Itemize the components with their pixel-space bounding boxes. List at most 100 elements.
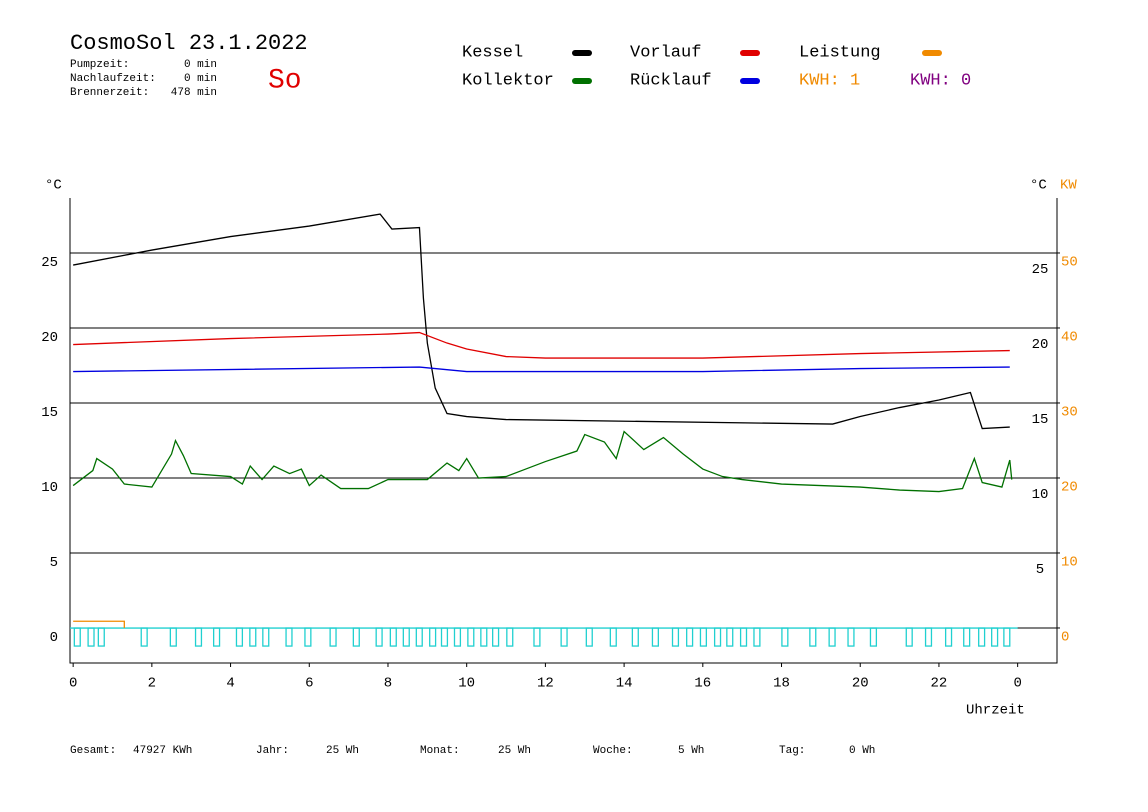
x-tick-label: 16 xyxy=(694,676,711,692)
stat-label: Brennerzeit: xyxy=(70,87,149,99)
pump-pulse xyxy=(699,627,708,647)
title: CosmoSol 23.1.2022 xyxy=(70,31,308,56)
y2-tick-label: 30 xyxy=(1061,405,1078,421)
pump-pulse xyxy=(492,627,500,647)
pump-pulse xyxy=(235,627,244,647)
kwh-label: KWH: 1 xyxy=(799,71,860,90)
pump-pulse xyxy=(671,627,680,647)
pump-pulse xyxy=(560,627,568,647)
pump-pulse xyxy=(440,627,449,647)
pump-pulse xyxy=(249,627,257,647)
pump-pulse xyxy=(304,627,312,647)
legend-label: Kollektor xyxy=(462,71,554,90)
pump-pulse xyxy=(978,627,986,647)
footer-value: 47927 KWh xyxy=(133,745,192,757)
pump-pulse xyxy=(352,627,360,647)
pump-pulse xyxy=(169,627,177,647)
pump-pulse xyxy=(533,627,541,647)
footer-label: Jahr: xyxy=(256,745,289,757)
series-line xyxy=(73,620,125,628)
y-tick-label-right: 20 xyxy=(1032,337,1049,353)
y-tick-label-right: 15 xyxy=(1032,412,1049,428)
x-tick-label: 12 xyxy=(537,676,554,692)
legend-label: Vorlauf xyxy=(630,43,701,62)
footer-value: 5 Wh xyxy=(678,745,704,757)
x-tick-label: 0 xyxy=(1013,676,1021,692)
y-tick-label-right: 5 xyxy=(1036,562,1044,578)
y-tick-label: 25 xyxy=(41,255,58,271)
stat-value: 0 min xyxy=(184,73,217,85)
footer-value: 25 Wh xyxy=(498,745,531,757)
stat-value: 0 min xyxy=(184,59,217,71)
footer-value: 0 Wh xyxy=(849,745,875,757)
x-tick-label: 8 xyxy=(384,676,392,692)
y-tick-label: 15 xyxy=(41,405,58,421)
footer-label: Woche: xyxy=(593,745,633,757)
pump-pulse xyxy=(375,627,383,647)
legend-label: Kessel xyxy=(462,43,523,62)
y2-axis-label: KW xyxy=(1060,178,1077,194)
footer-value: 25 Wh xyxy=(326,745,359,757)
kwh-label: KWH: 0 xyxy=(910,71,971,90)
pump-pulse xyxy=(869,627,878,647)
x-tick-label: 20 xyxy=(852,676,869,692)
y-axis-label: °C xyxy=(45,178,62,194)
footer-label: Monat: xyxy=(420,745,460,757)
footer-label: Tag: xyxy=(779,745,805,757)
pump-pulse xyxy=(467,627,475,647)
pump-pulse xyxy=(781,627,789,647)
pump-pulse xyxy=(651,627,659,647)
pump-pulse xyxy=(991,627,999,647)
x-tick-label: 0 xyxy=(69,676,77,692)
x-tick-label: 10 xyxy=(458,676,475,692)
legend-label: Leistung xyxy=(799,43,881,62)
pump-pulse xyxy=(609,627,617,647)
pump-pulse xyxy=(73,627,81,647)
series-line xyxy=(73,213,1010,430)
series-line xyxy=(73,331,1010,359)
pump-pulse xyxy=(905,627,913,647)
pump-pulse xyxy=(453,627,462,647)
pump-pulse xyxy=(631,627,639,647)
x-tick-label: 6 xyxy=(305,676,313,692)
pump-pulse xyxy=(97,627,105,647)
y-axis-label-right: °C xyxy=(1030,178,1047,194)
pump-pulse xyxy=(415,627,423,647)
legend-label: Rücklauf xyxy=(630,71,712,90)
pump-pulse xyxy=(87,627,95,647)
y-tick-label: 0 xyxy=(50,630,58,646)
pump-pulse xyxy=(329,627,337,647)
y-tick-label: 10 xyxy=(41,480,58,496)
pump-pulse xyxy=(140,627,148,647)
pump-pulse xyxy=(1003,627,1011,647)
pump-pulse xyxy=(726,627,734,647)
pump-pulse xyxy=(429,627,437,647)
series-line xyxy=(72,430,1013,493)
pump-pulse xyxy=(285,627,293,647)
pump-pulse xyxy=(739,627,748,647)
pump-pulse xyxy=(480,627,488,647)
weekday: So xyxy=(268,65,302,96)
y-tick-label: 20 xyxy=(41,330,58,346)
x-tick-label: 4 xyxy=(226,676,234,692)
y2-tick-label: 40 xyxy=(1061,330,1078,346)
y-tick-label: 5 xyxy=(50,555,58,571)
axis-frame xyxy=(69,198,1058,664)
stat-value: 478 min xyxy=(171,87,217,99)
pump-pulse xyxy=(963,627,971,647)
pump-pulse xyxy=(389,627,397,647)
y-tick-label-right: 10 xyxy=(1032,487,1049,503)
pump-pulse xyxy=(828,627,836,647)
pump-pulse xyxy=(212,627,221,647)
pump-pulse xyxy=(809,627,817,647)
y2-tick-label: 10 xyxy=(1061,555,1078,571)
y-tick-label-right: 25 xyxy=(1032,262,1049,278)
x-tick-label: 14 xyxy=(616,676,633,692)
y2-tick-label: 20 xyxy=(1061,480,1078,496)
footer-label: Gesamt: xyxy=(70,745,116,757)
stat-label: Pumpzeit: xyxy=(70,59,129,71)
y2-tick-label: 50 xyxy=(1061,255,1078,271)
pump-pulse xyxy=(262,627,270,647)
stat-label: Nachlaufzeit: xyxy=(70,73,156,85)
